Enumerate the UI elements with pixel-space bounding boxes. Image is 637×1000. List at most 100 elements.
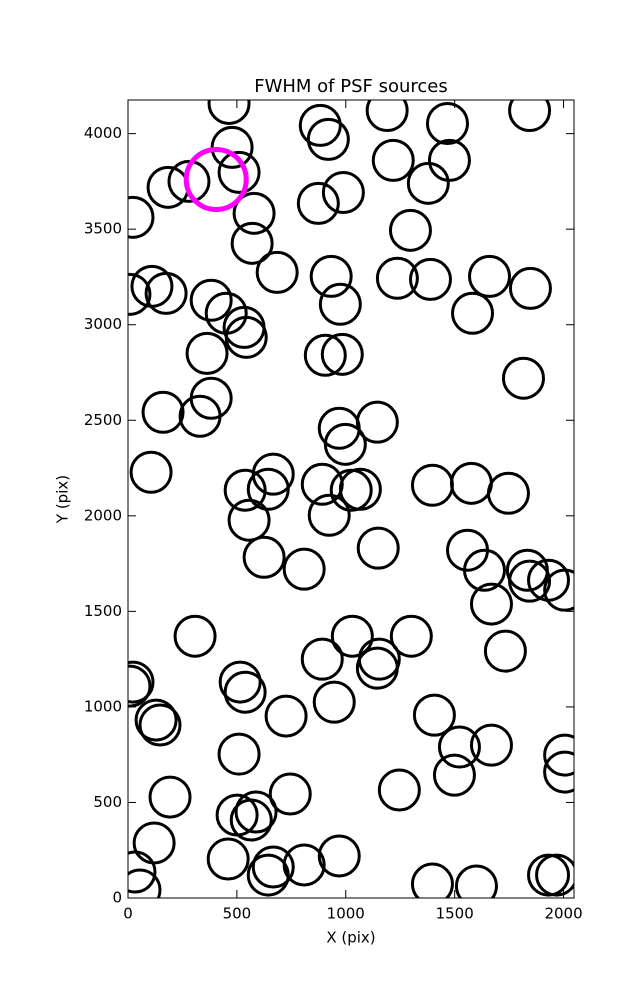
y-tick-label: 2500 <box>84 411 122 429</box>
psf-source <box>309 254 353 298</box>
psf-source <box>224 315 268 359</box>
psf-source <box>508 100 552 133</box>
psf-source <box>282 547 326 591</box>
psf-source <box>318 282 362 326</box>
psf-source <box>282 843 326 887</box>
plot-area <box>128 100 574 898</box>
psf-source <box>223 670 267 714</box>
axes-frame <box>127 99 575 899</box>
psf-source <box>307 493 351 537</box>
y-tick-label: 4000 <box>84 124 122 142</box>
psf-source <box>246 467 290 511</box>
psf-source <box>501 356 545 400</box>
psf-source <box>300 637 344 681</box>
y-tick-label: 500 <box>93 793 122 811</box>
psf-source <box>425 102 469 146</box>
psf-source <box>129 450 173 494</box>
psf-source <box>189 278 233 322</box>
psf-source <box>300 462 344 506</box>
psf-source <box>128 868 162 898</box>
psf-source <box>408 257 452 301</box>
psf-source <box>389 614 433 658</box>
x-tick-label: 2000 <box>544 905 582 923</box>
psf-source <box>185 331 229 375</box>
psf-source <box>388 208 432 252</box>
psf-source <box>449 461 493 505</box>
chart-title: FWHM of PSF sources <box>254 76 448 97</box>
psf-source <box>264 694 308 738</box>
psf-source <box>128 195 155 239</box>
psf-source <box>230 221 274 265</box>
psf-source <box>234 790 278 834</box>
psf-source <box>132 821 176 865</box>
x-tick-label: 1500 <box>436 905 474 923</box>
x-axis-label: X (pix) <box>326 929 375 947</box>
psf-source <box>462 548 506 592</box>
psf-source <box>320 332 364 376</box>
psf-source <box>412 693 456 737</box>
psf-source <box>454 864 498 898</box>
psf-source <box>229 798 273 842</box>
psf-source <box>128 664 152 708</box>
y-tick-label: 2000 <box>84 506 122 524</box>
psf-source <box>312 680 356 724</box>
y-tick-label: 1500 <box>84 602 122 620</box>
psf-source <box>207 100 251 125</box>
psf-source <box>375 256 419 300</box>
psf-source <box>508 559 552 603</box>
psf-source <box>543 733 574 777</box>
psf-source <box>255 250 299 294</box>
psf-source <box>134 698 178 742</box>
psf-source <box>377 768 421 812</box>
psf-source <box>242 535 286 579</box>
psf-source <box>508 266 552 310</box>
psf-source <box>483 629 527 673</box>
psf-source <box>330 614 374 658</box>
psf-source <box>527 853 571 897</box>
psf-source <box>355 400 399 444</box>
psf-source <box>251 845 295 889</box>
psf-source <box>306 117 350 161</box>
y-tick-label: 0 <box>112 889 122 907</box>
psf-source <box>303 333 347 377</box>
psf-source <box>356 526 400 570</box>
y-tick-label: 3500 <box>84 220 122 238</box>
psf-source <box>535 853 574 897</box>
psf-source <box>427 138 471 182</box>
psf-source <box>173 614 217 658</box>
psf-source <box>148 775 192 819</box>
psf-source <box>543 750 574 794</box>
psf-source <box>141 390 185 434</box>
psf-source <box>371 138 415 182</box>
psf-source <box>138 703 182 747</box>
psf-source <box>410 463 454 507</box>
psf-source <box>323 422 367 466</box>
psf-source <box>128 850 157 894</box>
psf-source <box>355 646 399 690</box>
psf-source <box>469 723 513 767</box>
psf-source <box>217 732 261 776</box>
psf-source <box>468 254 512 298</box>
psf-source <box>217 150 261 194</box>
psf-source <box>268 772 312 816</box>
psf-source <box>437 725 481 769</box>
psf-source <box>218 660 262 704</box>
psf-source <box>329 468 373 512</box>
psf-source <box>410 862 454 898</box>
y-tick-label: 1000 <box>84 697 122 715</box>
psf-source <box>321 170 365 214</box>
psf-source <box>365 100 409 133</box>
x-tick-label: 1000 <box>327 905 365 923</box>
psf-source <box>144 271 188 315</box>
psf-source <box>232 191 276 235</box>
psf-source <box>206 837 250 881</box>
psf-source <box>298 103 342 147</box>
x-tick-label: 0 <box>123 905 133 923</box>
psf-source <box>486 471 530 515</box>
psf-source <box>167 159 211 203</box>
psf-source <box>357 637 401 681</box>
psf-source <box>223 468 267 512</box>
psf-source <box>128 660 155 704</box>
psf-source <box>296 181 340 225</box>
psf-source <box>406 161 450 205</box>
